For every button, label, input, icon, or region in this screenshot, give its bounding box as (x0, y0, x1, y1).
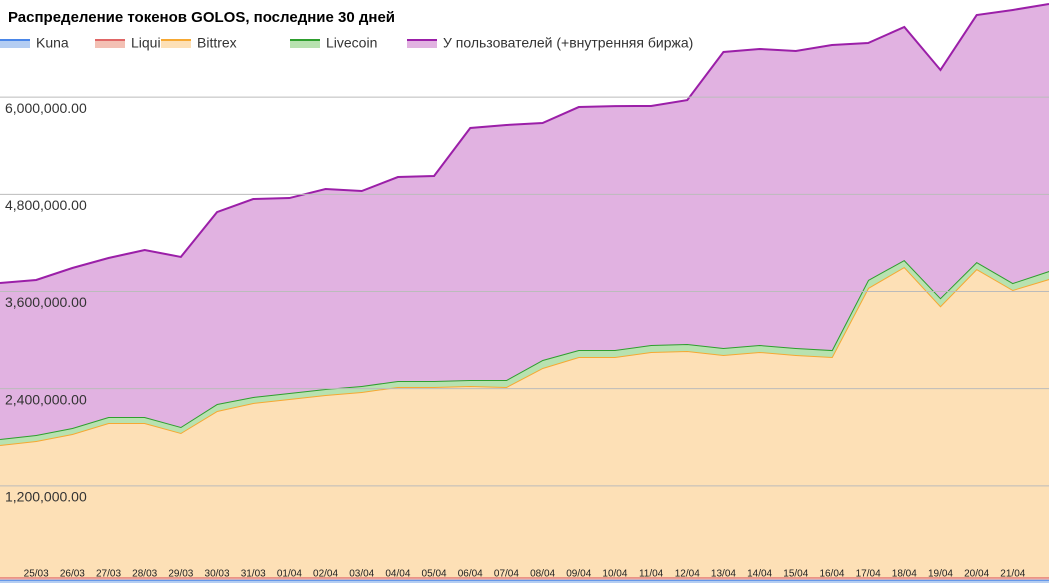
x-tick-label: 30/03 (205, 569, 230, 580)
x-tick-label: 11/04 (639, 569, 664, 580)
legend-item: У пользователей (+внутренняя биржа) (407, 35, 693, 51)
x-tick-label: 04/04 (385, 569, 410, 580)
x-tick-label: 16/04 (819, 569, 844, 580)
y-tick-label: 2,400,000.00 (5, 391, 87, 407)
x-tick-label: 10/04 (602, 569, 627, 580)
x-tick-label: 06/04 (458, 569, 483, 580)
x-tick-label: 12/04 (675, 569, 700, 580)
legend-item: Kuna (0, 35, 69, 51)
x-tick-label: 20/04 (964, 569, 989, 580)
x-tick-label: 05/04 (422, 569, 447, 580)
x-tick-label: 28/03 (132, 569, 157, 580)
chart-title: Распределение токенов GOLOS, последние 3… (8, 9, 395, 26)
x-tick-label: 26/03 (60, 569, 85, 580)
x-tick-label: 02/04 (313, 569, 338, 580)
x-tick-label: 19/04 (928, 569, 953, 580)
x-tick-label: 01/04 (277, 569, 302, 580)
y-tick-label: 4,800,000.00 (5, 197, 87, 213)
legend-swatch (407, 40, 437, 48)
area (0, 4, 1049, 440)
x-tick-label: 07/04 (494, 569, 519, 580)
x-tick-label: 29/03 (168, 569, 193, 580)
area (0, 266, 1049, 578)
legend-swatch (0, 40, 30, 48)
legend-swatch (161, 40, 191, 48)
x-tick-label: 31/03 (241, 569, 266, 580)
legend-label: У пользователей (+внутренняя биржа) (443, 35, 693, 51)
x-tick-label: 08/04 (530, 569, 555, 580)
legend-swatch (95, 40, 125, 48)
x-tick-label: 27/03 (96, 569, 121, 580)
x-tick-label: 25/03 (24, 569, 49, 580)
legend-label: Livecoin (326, 35, 377, 51)
legend-item: Livecoin (290, 35, 377, 51)
x-tick-label: 14/04 (747, 569, 772, 580)
legend-item: Bittrex (161, 35, 237, 51)
y-tick-label: 1,200,000.00 (5, 489, 87, 505)
x-tick-label: 18/04 (892, 569, 917, 580)
x-tick-label: 15/04 (783, 569, 808, 580)
y-tick-label: 6,000,000.00 (5, 100, 87, 116)
x-tick-label: 13/04 (711, 569, 736, 580)
legend-label: Bittrex (197, 35, 237, 51)
x-tick-label: 17/04 (856, 569, 881, 580)
legend-label: Liqui (131, 35, 161, 51)
legend-swatch (290, 40, 320, 48)
legend-label: Kuna (36, 35, 69, 51)
area (0, 260, 1049, 446)
x-tick-label: 21/04 (1000, 569, 1025, 580)
series-line (0, 3, 1049, 284)
legend-item: Liqui (95, 35, 161, 51)
x-tick-label: 09/04 (566, 569, 591, 580)
x-tick-label: 03/04 (349, 569, 374, 580)
y-tick-label: 3,600,000.00 (5, 294, 87, 310)
plot-area (0, 3, 1049, 583)
